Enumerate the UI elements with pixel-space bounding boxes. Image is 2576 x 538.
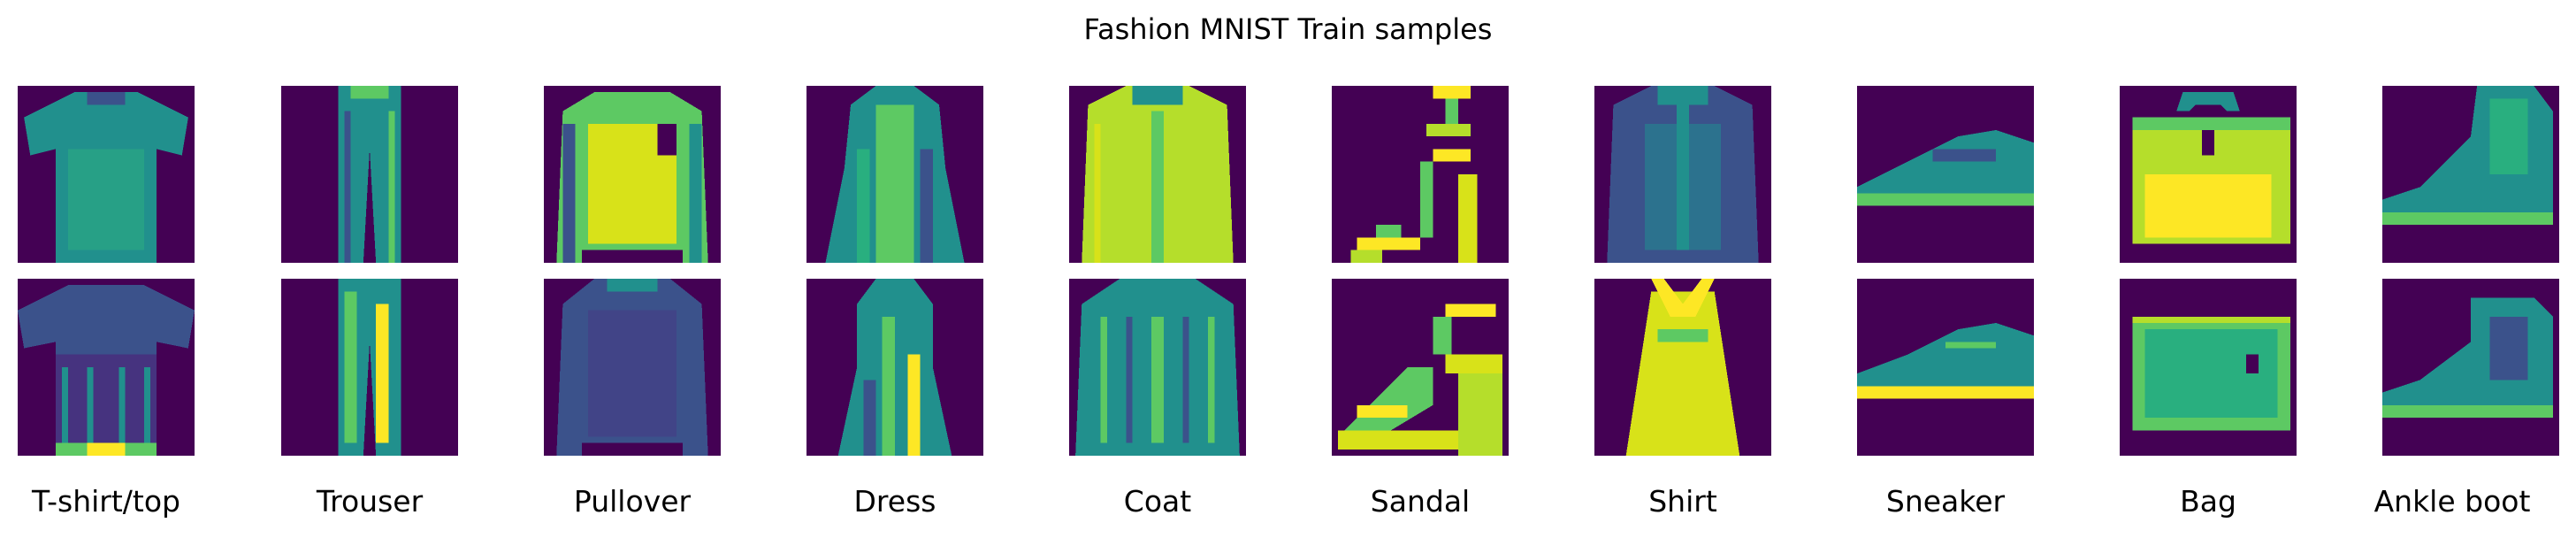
tshirt-sample-icon (18, 279, 195, 456)
class-label: Ankle boot (2373, 484, 2531, 519)
sandal-sample-icon (1332, 279, 1509, 456)
coat-sample-icon (1069, 279, 1246, 456)
class-label: Pullover (573, 484, 692, 519)
class-label: Trouser (316, 484, 424, 519)
class-label: Coat (1123, 484, 1192, 519)
pullover-sample-icon (544, 279, 721, 456)
class-label: Sandal (1370, 484, 1471, 519)
class-label: T-shirt/top (31, 484, 180, 519)
figure-title: Fashion MNIST Train samples (1083, 12, 1493, 46)
dress-sample-icon (806, 279, 983, 456)
pullover-sample-icon (544, 86, 721, 263)
class-label: Bag (2180, 484, 2236, 519)
sandal-sample-icon (1332, 86, 1509, 263)
shirt-sample-icon (1594, 279, 1771, 456)
dress-sample-icon (806, 86, 983, 263)
class-label: Sneaker (1885, 484, 2006, 519)
sneaker-sample-icon (1857, 279, 2034, 456)
bag-sample-icon (2120, 279, 2297, 456)
shirt-sample-icon (1594, 86, 1771, 263)
class-label: Dress (853, 484, 936, 519)
sneaker-sample-icon (1857, 86, 2034, 263)
bag-sample-icon (2120, 86, 2297, 263)
coat-sample-icon (1069, 86, 1246, 263)
ankle-boot-sample-icon (2382, 279, 2559, 456)
tshirt-sample-icon (18, 86, 195, 263)
trouser-sample-icon (281, 86, 458, 263)
trouser-sample-icon (281, 279, 458, 456)
ankle-boot-sample-icon (2382, 86, 2559, 263)
class-label: Shirt (1648, 484, 1717, 519)
